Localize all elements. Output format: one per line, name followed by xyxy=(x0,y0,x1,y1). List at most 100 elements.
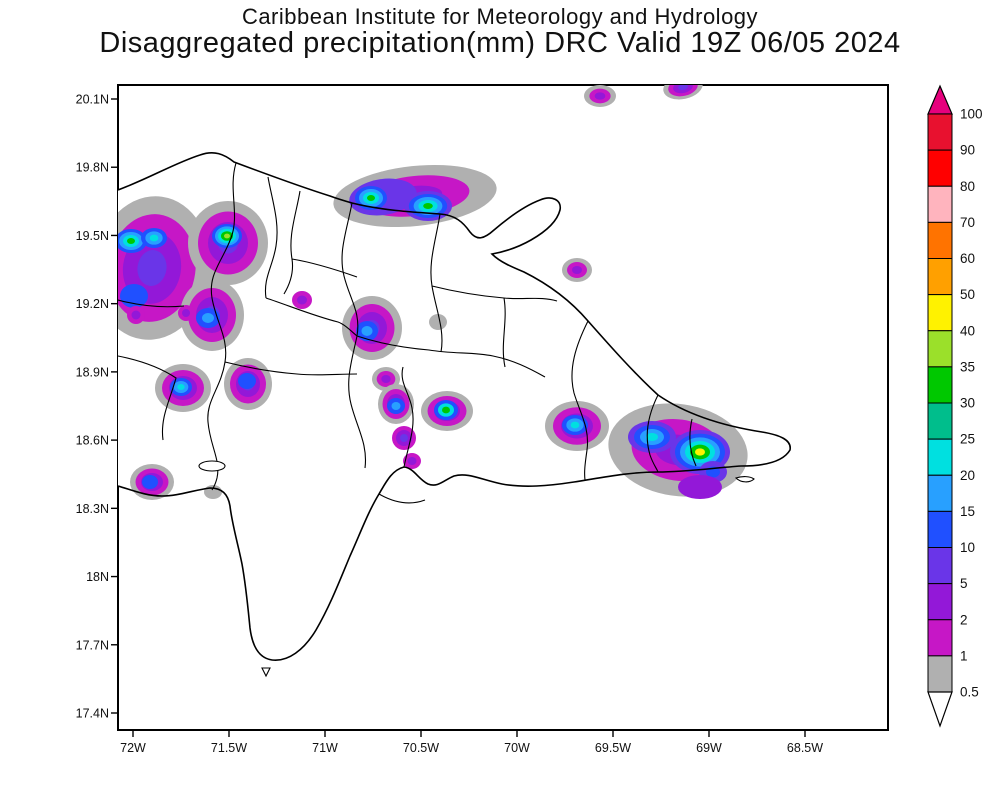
precip-contour-ring xyxy=(137,250,167,286)
precip-cell xyxy=(142,475,158,489)
precip-contour-ring xyxy=(182,309,191,317)
coastline xyxy=(118,152,791,661)
precip-cell xyxy=(292,291,312,309)
precip-contour-ring xyxy=(142,475,158,489)
precip-cell xyxy=(204,485,222,499)
precip-cell xyxy=(120,284,148,308)
precip-cell xyxy=(355,186,387,210)
x-tick-label: 68.5W xyxy=(787,741,823,755)
colorbar-label: 100 xyxy=(960,107,983,122)
precip-contour-ring xyxy=(297,295,307,305)
precip-cell xyxy=(404,191,452,221)
precip-contour-ring xyxy=(127,238,135,244)
x-tick-label: 71.5W xyxy=(211,741,247,755)
axis-ticks xyxy=(111,98,806,737)
colorbar-label: 30 xyxy=(960,396,975,411)
precip-contour-ring xyxy=(177,384,185,390)
precip-contour-ring xyxy=(391,402,401,410)
precip-contour-ring xyxy=(381,375,391,383)
colorbar-segment xyxy=(927,510,953,548)
x-tick-label: 69.5W xyxy=(595,741,631,755)
x-tick-label: 71W xyxy=(312,741,338,755)
precip-cell xyxy=(178,305,195,321)
colorbar-label: 1 xyxy=(960,648,968,663)
colorbar-segment xyxy=(927,474,953,512)
precip-contour-ring xyxy=(361,326,373,336)
precip-cell xyxy=(429,314,447,330)
colorbar-legend: 100 90 80 70 60 50 40 35 30 25 20 15 10 5 2 1 0.5 xyxy=(927,84,983,728)
colorbar-label: 5 xyxy=(960,576,968,591)
colorbar-segment xyxy=(927,366,953,404)
colorbar-label: 25 xyxy=(960,432,975,447)
precip-contour-ring xyxy=(202,313,214,323)
colorbar-label: 50 xyxy=(960,287,975,302)
precip-cell xyxy=(196,308,220,328)
colorbar-segment xyxy=(927,655,953,693)
precip-contour-ring xyxy=(131,310,141,320)
precip-cell xyxy=(127,306,145,324)
colorbar-segment xyxy=(927,258,953,296)
saona-island xyxy=(734,476,755,483)
precip-cell xyxy=(170,378,192,396)
colorbar-segment xyxy=(927,547,953,585)
precip-cell xyxy=(118,229,147,253)
precip-contour-ring xyxy=(423,203,433,209)
colorbar-label: 60 xyxy=(960,251,975,266)
precip-cell xyxy=(628,421,676,453)
x-tick-label: 69W xyxy=(696,741,722,755)
precip-contour-ring xyxy=(570,421,580,429)
map-boundaries xyxy=(118,152,791,678)
colorbar-label: 90 xyxy=(960,143,975,158)
precip-cell xyxy=(584,85,616,107)
colorbar-label: 35 xyxy=(960,359,975,374)
y-tick-label: 18.3N xyxy=(76,502,109,516)
precip-contour-ring xyxy=(407,457,417,465)
colorbar-segment xyxy=(927,221,953,259)
colorbar-segment xyxy=(927,294,953,332)
y-tick-label: 20.1N xyxy=(76,93,109,107)
colorbar-label: 70 xyxy=(960,215,975,230)
y-tick-label: 17.7N xyxy=(76,638,109,652)
x-tick-label: 72W xyxy=(120,741,146,755)
precipitation-cells xyxy=(118,85,748,500)
beata-island xyxy=(261,667,271,678)
precip-contour-ring xyxy=(442,406,450,414)
precip-contour-ring xyxy=(224,233,230,239)
precip-contour-ring xyxy=(204,485,222,499)
y-tick-label: 17.4N xyxy=(76,707,109,721)
y-tick-label: 18.9N xyxy=(76,365,109,379)
precip-cell xyxy=(392,426,416,450)
colorbar-segment xyxy=(927,185,953,223)
x-tick-label: 70.5W xyxy=(403,741,439,755)
colorbar-segment xyxy=(927,113,953,151)
precip-contour-ring xyxy=(367,195,375,201)
institution-title: Caribbean Institute for Meteorology and … xyxy=(241,4,759,29)
precip-contour-ring xyxy=(572,266,582,274)
colorbar-label: 15 xyxy=(960,504,975,519)
colorbar-label: 80 xyxy=(960,179,975,194)
precip-cell xyxy=(434,400,458,420)
precip-cell xyxy=(212,224,242,248)
product-title: Disaggregated precipitation(mm) DRC Vali… xyxy=(99,27,901,59)
precip-contour-ring xyxy=(678,475,722,499)
admin-borders xyxy=(118,162,697,504)
precip-contour-ring xyxy=(646,433,658,441)
precip-contour-ring xyxy=(149,234,159,242)
precip-cell xyxy=(356,321,378,341)
precip-cell xyxy=(141,228,167,248)
y-tick-label: 19.2N xyxy=(76,297,109,311)
colorbar-segment xyxy=(927,619,953,657)
precip-cell xyxy=(562,258,592,282)
precip-contour-ring xyxy=(695,448,705,456)
colorbar-segment xyxy=(927,330,953,368)
x-tick-label: 70W xyxy=(504,741,530,755)
colorbar-segment xyxy=(927,438,953,476)
precip-cell xyxy=(678,475,722,499)
axis-labels: 20.1N 19.8N 19.5N 19.2N 18.9N 18.6N 18.3N 18N 17… xyxy=(76,93,824,756)
colorbar-label: 2 xyxy=(960,612,968,627)
precip-cell xyxy=(562,415,588,435)
colorbar-segment xyxy=(927,402,953,440)
colorbar-label: 0.5 xyxy=(960,685,979,700)
